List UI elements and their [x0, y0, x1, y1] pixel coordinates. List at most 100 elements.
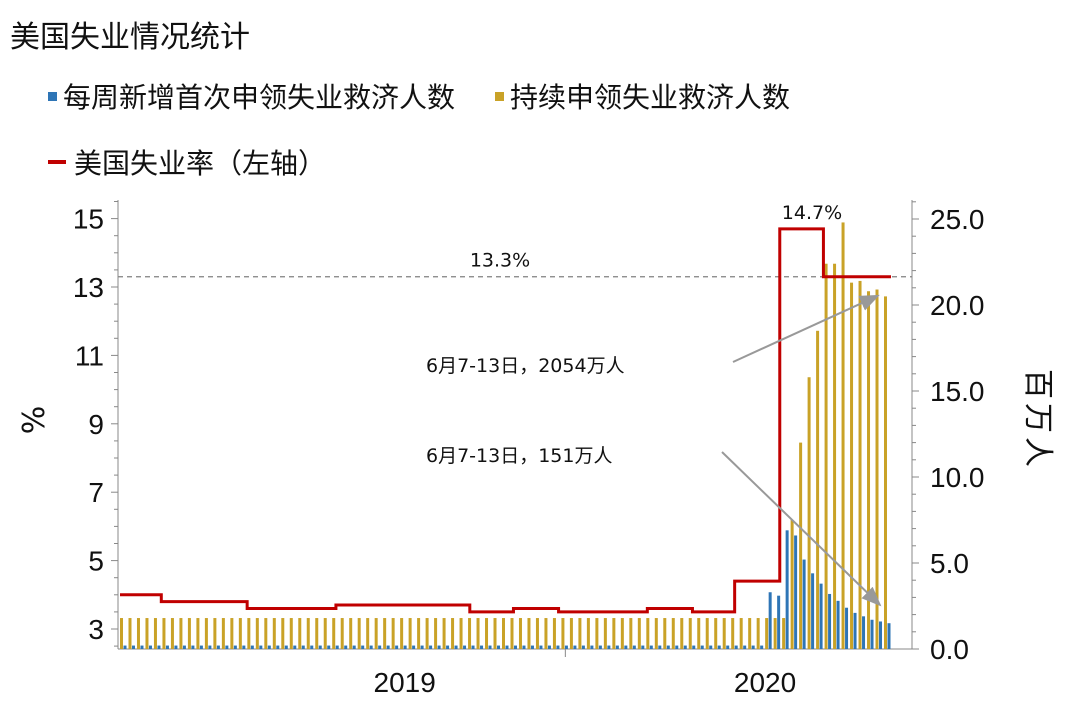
continuing-claims-bar — [391, 618, 395, 649]
initial-claims-bar — [709, 645, 713, 649]
left-axis-tick-label: 7 — [88, 477, 104, 508]
initial-claims-bar — [811, 573, 815, 649]
initial-claims-bar — [310, 645, 314, 649]
initial-claims-bar — [743, 645, 747, 649]
initial-claims-bar — [471, 645, 475, 649]
continuing-claims-bar — [221, 618, 225, 649]
continuing-claims-bar — [468, 618, 472, 649]
initial-claims-bar — [250, 645, 254, 649]
continuing-claims-bar — [816, 330, 820, 649]
annotation-arrow-continuing — [732, 294, 880, 363]
initial-claims-bar — [887, 623, 891, 649]
continuing-claims-bar — [306, 618, 310, 649]
initial-claims-bar — [437, 645, 441, 649]
continuing-claims-bar — [722, 618, 726, 649]
initial-claims-bar — [148, 645, 152, 649]
initial-claims-bar — [522, 645, 526, 649]
continuing-claims-bar — [238, 618, 242, 649]
initial-claims-bar — [352, 645, 356, 649]
initial-claims-bar — [513, 645, 517, 649]
continuing-claims-bar — [289, 618, 293, 649]
continuing-claims-bar — [451, 618, 455, 649]
initial-claims-bar — [683, 645, 687, 649]
initial-claims-bar — [199, 645, 203, 649]
continuing-claims-bar — [281, 618, 285, 649]
initial-claims-bar — [675, 645, 679, 649]
continuing-claims-bar — [153, 618, 157, 649]
initial-claims-bar — [658, 645, 662, 649]
continuing-claims-bar — [756, 618, 760, 649]
initial-claims-bar — [590, 645, 594, 649]
annotation-arrow-initial — [721, 451, 882, 607]
continuing-claims-bar — [366, 618, 370, 649]
initial-claims-bar — [174, 645, 178, 649]
right-axis-tick-label: 5.0 — [930, 548, 969, 579]
continuing-claims-bar — [748, 618, 752, 649]
continuing-claims-bar — [833, 263, 837, 649]
initial-claims-bar — [539, 645, 543, 649]
initial-claims-bar — [165, 645, 169, 649]
right-axis-tick-label: 15.0 — [930, 376, 985, 407]
continuing-claims-bar — [442, 618, 446, 649]
initial-claims-bar — [819, 583, 823, 649]
continuing-claims-bar — [850, 282, 854, 649]
continuing-claims-bar — [841, 222, 845, 649]
continuing-claims-bar — [196, 618, 200, 649]
continuing-claims-bar — [264, 618, 268, 649]
left-axis-unit: % — [14, 406, 49, 435]
annotation-ref-rate: 13.3% — [470, 250, 530, 272]
continuing-claims-bar — [765, 618, 769, 649]
continuing-claims-bar — [680, 618, 684, 649]
continuing-claims-bar — [858, 280, 862, 649]
initial-claims-bar — [802, 559, 806, 649]
initial-claims-bar — [734, 645, 738, 649]
continuing-claims-bar — [586, 618, 590, 649]
initial-claims-bar — [378, 645, 382, 649]
continuing-claims-bar — [663, 618, 667, 649]
initial-claims-bar — [607, 645, 611, 649]
initial-claims-bar — [828, 593, 832, 649]
chart-title: 美国失业情况统计 — [10, 20, 250, 55]
continuing-claims-bar — [502, 618, 505, 649]
initial-claims-bar — [182, 645, 186, 649]
continuing-claims-bar — [383, 618, 387, 649]
continuing-claims-bar — [654, 618, 658, 649]
right-axis-tick-label: 25.0 — [930, 204, 985, 235]
continuing-claims-bar — [315, 618, 319, 649]
initial-claims-bar — [564, 645, 568, 649]
continuing-claims-bar — [230, 618, 234, 649]
continuing-claims-bar — [739, 618, 743, 649]
right-axis-tick-label: 20.0 — [930, 290, 985, 321]
continuing-claims-bar — [595, 618, 599, 649]
continuing-claims-bar — [485, 618, 489, 649]
initial-claims-bar — [649, 645, 653, 649]
initial-claims-bar — [641, 645, 645, 649]
initial-claims-bar — [794, 535, 798, 649]
x-axis-tick-label: 2019 — [374, 667, 436, 698]
continuing-claims-bar — [714, 618, 718, 649]
continuing-claims-bar — [179, 618, 183, 649]
continuing-claims-bar — [408, 618, 412, 649]
continuing-claims-bar — [824, 263, 828, 649]
initial-claims-bar — [259, 645, 263, 649]
continuing-claims-bar — [459, 618, 463, 649]
initial-claims-bar — [700, 645, 704, 649]
initial-claims-bar — [301, 645, 305, 649]
continuing-claims-bar — [187, 618, 191, 649]
initial-claims-bar — [216, 645, 220, 649]
initial-claims-bar — [505, 645, 509, 649]
continuing-claims-bar — [298, 618, 302, 649]
initial-claims-bar — [666, 645, 670, 649]
initial-claims-bar — [726, 645, 730, 649]
continuing-claims-bar — [705, 618, 709, 649]
continuing-claims-bar — [145, 618, 149, 649]
continuing-claims-bar — [332, 618, 336, 649]
annotation-initial: 6月7-13日，151万人 — [426, 445, 612, 467]
continuing-claims-bar — [204, 618, 208, 649]
continuing-claims-bar — [476, 618, 480, 649]
continuing-claims-bar — [349, 618, 353, 649]
continuing-claims-bar — [671, 618, 675, 649]
initial-claims-bar — [123, 645, 127, 649]
initial-claims-bar — [853, 612, 857, 649]
